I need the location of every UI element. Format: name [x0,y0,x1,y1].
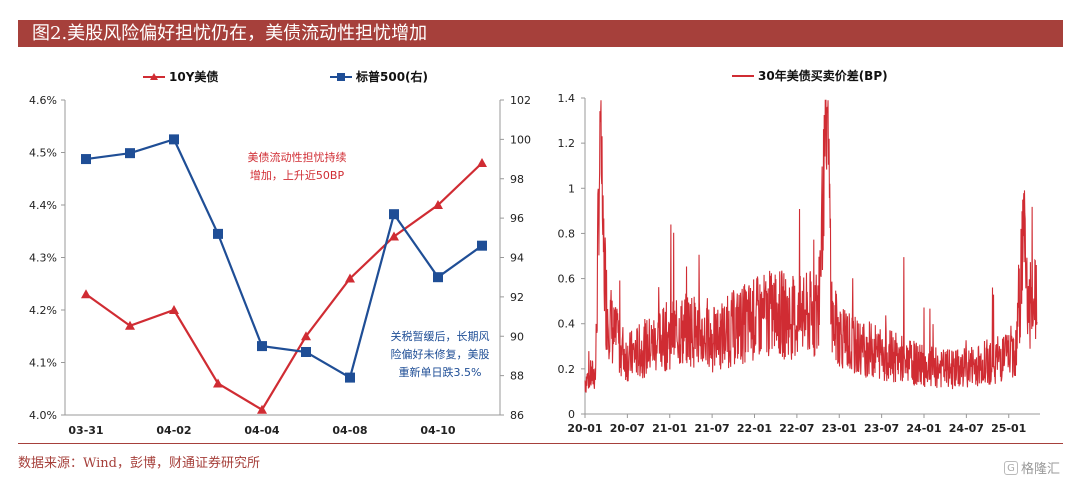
legend-marker [150,73,158,80]
x-tick-label: 23-01 [822,422,857,435]
legend-label: 10Y美债 [169,69,218,84]
x-tick-label: 24-07 [949,422,984,435]
x-tick-label: 04-02 [156,424,191,437]
x-tick-label: 21-01 [652,422,687,435]
x-tick-label: 24-01 [906,422,941,435]
footer-rule [18,443,1063,444]
legend-label: 标普500(右) [355,69,428,84]
left-chart-svg: 4.0% 4.1% 4.2% 4.3% 4.4% 4.5% 4.6% 86 88 90 92 94 96… [29,69,531,437]
x-tick-label: 04-08 [332,424,367,437]
figure-title: 图2.美股风险偏好担忧仍在，美债流动性担忧增加 [32,23,428,44]
x-tick-label: 20-01 [567,422,602,435]
right-y-tick-label: 100 [510,133,531,146]
legend-marker [337,73,345,81]
left-y-tick-label: 4.0% [29,409,57,422]
x-tick-label: 20-07 [610,422,645,435]
data-point-sp500 [257,341,267,352]
right-y-tick-label: 90 [510,330,524,343]
right-y-tick-label: 98 [510,173,524,186]
data-point-sp500 [301,347,311,357]
annotation-blue-line: 险偏好未修复，美股 [391,347,490,361]
y-tick-label: 0.2 [558,363,576,376]
left-y-tick-label: 4.2% [29,304,57,317]
right-y-tick-label: 86 [510,409,524,422]
left-y-tick-label: 4.6% [29,94,57,107]
series-line-treasury-10y [85,162,483,412]
data-point-sp500 [389,209,399,220]
left-y-tick-label: 4.5% [29,147,57,160]
x-tick-label: 04-04 [244,424,280,437]
brand-logo-icon: G [1003,460,1018,475]
right-y-tick-label: 88 [510,370,524,383]
data-point-treasury-10y [169,305,179,314]
left-y-tick-label: 4.1% [29,357,57,370]
data-point-treasury-10y [433,200,443,209]
x-tick-label: 04-10 [420,424,456,437]
figure-title-banner: 图2.美股风险偏好担忧仍在，美债流动性担忧增加 [18,20,1063,47]
data-point-treasury-10y [301,331,311,341]
left-y-tick-label: 4.4% [29,199,57,212]
x-tick-label: 25-01 [991,422,1026,435]
y-tick-label: 0.8 [558,227,576,240]
y-tick-label: 1.4 [558,92,576,105]
y-tick-label: 0.4 [558,318,576,331]
data-point-treasury-10y [345,273,355,283]
data-point-sp500 [345,372,355,383]
annotation-red-line: 增加，上升近50BP [250,168,345,182]
data-point-sp500 [81,154,91,165]
right-y-tick-label: 92 [510,291,524,304]
x-tick-label: 23-07 [864,422,899,435]
data-point-sp500 [213,228,223,239]
x-tick-label: 21-07 [695,422,730,435]
brand-name: 格隆汇 [1020,462,1060,477]
annotation-red-line: 美债流动性担忧持续 [248,150,347,164]
x-tick-label: 22-01 [737,422,772,435]
brand-watermark: G 格隆汇 [1003,458,1060,477]
data-point-treasury-10y [81,289,91,299]
series-line-sp500 [85,138,483,380]
data-point-treasury-10y [213,378,223,388]
series-line-30y-bid-ask [584,99,1038,393]
right-y-tick-label: 102 [510,94,531,107]
data-point-sp500 [169,134,179,145]
right-y-tick-label: 96 [510,212,524,225]
x-tick-label: 22-07 [779,422,814,435]
y-tick-label: 1.2 [558,137,576,150]
y-tick-label: 0 [568,408,575,421]
data-point-sp500 [433,272,443,283]
data-point-treasury-10y [477,158,487,167]
data-point-treasury-10y [125,320,135,330]
left-y-tick-label: 4.3% [29,252,57,265]
annotation-blue-line: 重新单日跌3.5% [399,365,482,379]
legend-label: 30年美债买卖价差(BP) [758,68,888,83]
right-y-tick-label: 94 [510,252,524,265]
data-point-treasury-10y [257,404,267,414]
data-point-sp500 [125,148,135,159]
data-point-sp500 [477,240,487,251]
x-tick-label: 03-31 [68,424,103,437]
y-tick-label: 0.6 [558,273,576,286]
annotation-blue-line: 关税暂缓后，长期风 [391,329,490,343]
data-point-treasury-10y [389,231,399,241]
source-note: 数据来源：Wind，彭博，财通证券研究所 [18,456,260,471]
right-chart-svg: 0 0.2 0.4 0.6 0.8 1 1.2 1.4 20-01 20-07 21-01 21-07… [558,68,1040,435]
y-tick-label: 1 [568,182,575,195]
